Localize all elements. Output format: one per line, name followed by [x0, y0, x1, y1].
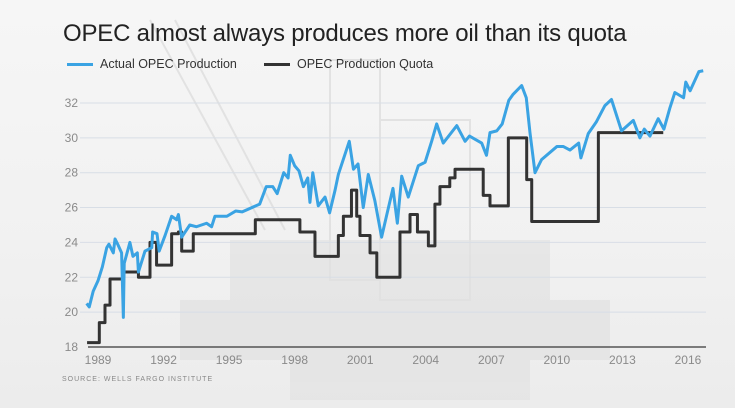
y-tick-label: 18 — [65, 340, 79, 354]
x-tick-label: 2016 — [675, 353, 702, 367]
y-tick-label: 30 — [65, 131, 79, 145]
legend-label-quota: OPEC Production Quota — [297, 57, 434, 71]
chart-title: OPEC almost always produces more oil tha… — [63, 20, 627, 47]
x-tick-label: 2013 — [609, 353, 636, 367]
actual-production-line — [85, 69, 704, 319]
x-tick-label: 1992 — [150, 353, 177, 367]
x-tick-label: 2004 — [412, 353, 439, 367]
x-tick-label: 2001 — [347, 353, 374, 367]
legend-item-quota: OPEC Production Quota — [264, 57, 433, 71]
y-tick-label: 28 — [65, 166, 79, 180]
legend-swatch-actual — [67, 62, 93, 66]
y-tick-label: 24 — [65, 235, 79, 249]
x-tick-label: 2007 — [478, 353, 505, 367]
production-quota-line — [87, 131, 664, 345]
x-tick-label: 1998 — [281, 353, 308, 367]
legend-label-actual: Actual OPEC Production — [100, 57, 237, 71]
legend-item-actual: Actual OPEC Production — [67, 57, 237, 71]
x-tick-label: 2010 — [543, 353, 570, 367]
x-tick-label: 1989 — [85, 353, 112, 367]
y-tick-label: 26 — [65, 201, 79, 215]
legend-swatch-quota — [264, 62, 290, 66]
x-tick-label: 1995 — [216, 353, 243, 367]
y-tick-label: 20 — [65, 305, 79, 319]
y-tick-label: 22 — [65, 270, 79, 284]
source-note: SOURCE: WELLS FARGO INSTITUTE — [62, 376, 214, 383]
y-tick-label: 32 — [65, 96, 79, 110]
